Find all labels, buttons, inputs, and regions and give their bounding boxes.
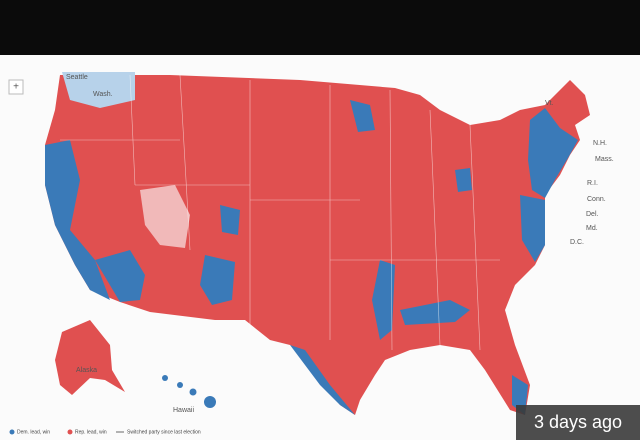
top-bar — [0, 0, 640, 55]
legend: Dem. lead, win Rep. lead, win Switched p… — [9, 429, 201, 435]
legend-label: Switched party since last election — [127, 429, 201, 435]
dem-southwest — [95, 250, 145, 302]
dem-mississippi — [372, 260, 395, 340]
dem-new-mexico — [200, 255, 235, 305]
legend-swatch — [67, 429, 73, 435]
map-label: Wash. — [93, 91, 113, 98]
map-label: Hawaii — [173, 407, 194, 414]
dem-south-texas — [290, 345, 355, 415]
map-label: Mass. — [595, 156, 614, 163]
map-label: N.H. — [593, 140, 607, 147]
state-borders — [60, 74, 500, 351]
switched-utah — [140, 185, 190, 248]
map-label: R.I. — [587, 180, 598, 187]
map-label: Seattle — [66, 74, 88, 81]
hawaii — [162, 375, 216, 408]
map-label: Conn. — [587, 196, 606, 203]
timestamp: 3 days ago — [534, 412, 622, 432]
map-label: D.C. — [570, 239, 584, 246]
dem-colorado — [220, 205, 240, 235]
alaska — [55, 320, 125, 395]
zoom-button[interactable] — [8, 79, 24, 95]
us-map — [45, 72, 590, 415]
map-label: Md. — [586, 225, 598, 232]
dem-great-lakes — [455, 168, 472, 192]
map-label: Del. — [586, 211, 599, 218]
zoom-button-label[interactable]: + — [13, 82, 19, 93]
legend-label: Dem. lead, win — [17, 429, 50, 435]
dem-black-belt — [400, 300, 470, 325]
dem-mid-atlantic — [520, 195, 545, 262]
map-label: Vt. — [545, 100, 554, 107]
mainland-rep — [45, 75, 590, 415]
map-labels: Seattle Wash. Vt. N.H. Mass. R.I. Conn. … — [66, 74, 614, 414]
dem-minnesota — [350, 100, 375, 132]
dem-northeast — [528, 108, 578, 198]
seattle-area — [62, 72, 135, 108]
legend-label: Rep. lead, win — [75, 429, 107, 435]
legend-swatch — [9, 429, 15, 435]
map-label: Alaska — [76, 367, 97, 374]
zoom-control[interactable]: + — [8, 79, 24, 95]
timestamp-badge — [516, 405, 640, 440]
dem-west-coast — [45, 140, 110, 300]
